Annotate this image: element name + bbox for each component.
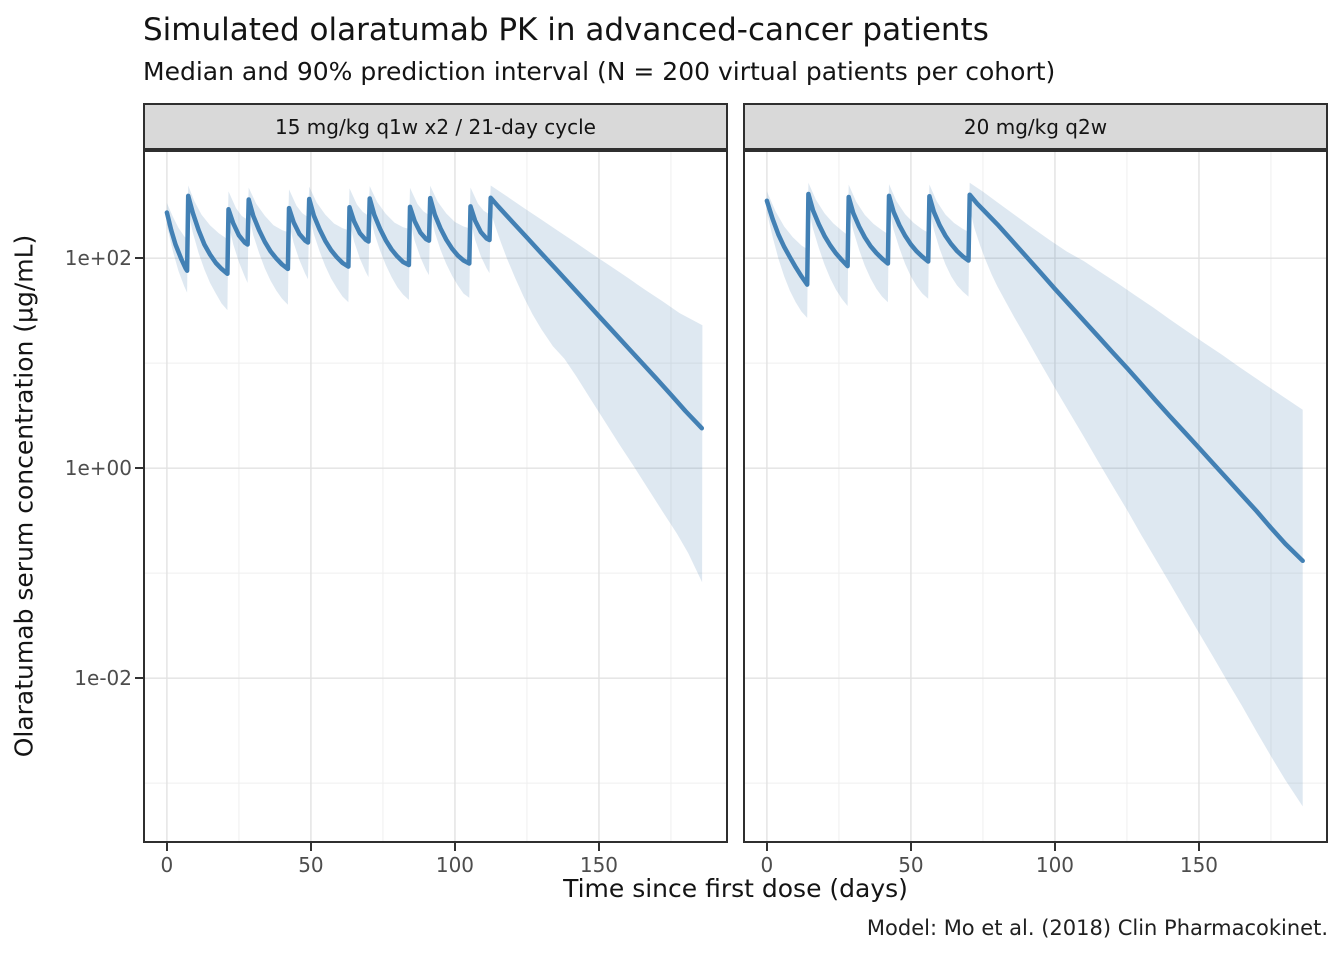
- x-tick-label: 100: [1035, 853, 1075, 877]
- x-tick-label: 150: [579, 853, 619, 877]
- prediction-interval-ribbon: [766, 182, 1303, 807]
- x-tick-mark: [1053, 843, 1056, 851]
- x-tick-mark: [597, 843, 600, 851]
- y-tick-label: 1e+00: [64, 456, 132, 481]
- y-tick-label: 1e+02: [64, 246, 132, 271]
- chart-title: Simulated olaratumab PK in advanced-canc…: [143, 12, 989, 48]
- x-axis-title: Time since first dose (days): [563, 874, 908, 903]
- y-tick-mark: [135, 467, 143, 470]
- median-concentration-line: [164, 193, 705, 431]
- x-tick-mark: [165, 843, 168, 851]
- x-tick-label: 100: [435, 853, 475, 877]
- y-tick-label: 1e-02: [74, 666, 132, 691]
- x-tick-mark: [909, 843, 912, 851]
- facet-strip-label: 20 mg/kg q2w: [963, 114, 1108, 139]
- x-tick-label: 0: [160, 853, 174, 877]
- x-tick-mark: [309, 843, 312, 851]
- facet-strip-left: 15 mg/kg q1w x2 / 21-day cycle: [143, 103, 728, 150]
- median-concentration-line: [764, 191, 1305, 564]
- x-tick-label: 50: [298, 853, 324, 877]
- facet-strip-label: 15 mg/kg q1w x2 / 21-day cycle: [274, 114, 596, 139]
- y-tick-mark: [135, 677, 143, 680]
- panel-plot-left: [143, 150, 728, 843]
- x-tick-label: 150: [1179, 853, 1219, 877]
- x-tick-mark: [765, 843, 768, 851]
- x-tick-label: 50: [898, 853, 924, 877]
- panel-border: [143, 150, 728, 843]
- x-tick-mark: [1197, 843, 1200, 851]
- x-tick-mark: [453, 843, 456, 851]
- chart-caption: Model: Mo et al. (2018) Clin Pharmacokin…: [866, 916, 1328, 940]
- panel-plot-right: [743, 150, 1328, 843]
- y-axis-title: Olaratumab serum concentration (µg/mL): [9, 234, 39, 758]
- chart-subtitle: Median and 90% prediction interval (N = …: [143, 57, 1056, 86]
- y-tick-mark: [135, 257, 143, 260]
- x-tick-label: 0: [760, 853, 774, 877]
- facet-strip-right: 20 mg/kg q2w: [743, 103, 1328, 150]
- panel-border: [743, 150, 1328, 843]
